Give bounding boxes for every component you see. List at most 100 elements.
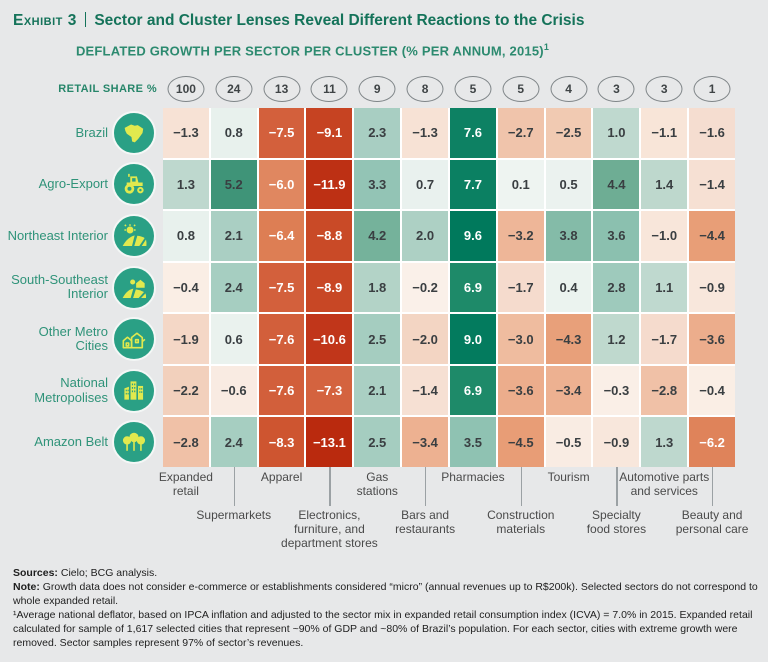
heatmap-cell: −1.6 (689, 108, 735, 158)
heatmap-cell: 1.1 (641, 262, 688, 313)
heatmap-cell: 9.0 (449, 314, 496, 364)
heatmap-cell: −7.5 (258, 262, 305, 313)
heatmap-cell: −3.6 (497, 365, 544, 416)
sector-label-line: Automotive parts (619, 470, 710, 484)
heatmap-cell: 0.6 (210, 314, 257, 364)
brazil-map-icon (118, 117, 150, 149)
cluster-label: National Metropolises (34, 375, 108, 405)
heatmap-cell: −3.2 (497, 211, 544, 261)
sector-label: Supermarkets (182, 508, 286, 523)
retail-share-badge: 4 (550, 76, 588, 102)
heatmap-cell: 2.0 (402, 211, 448, 261)
sector-leader-line (425, 467, 427, 506)
heatmap-cell: −11.9 (306, 159, 353, 210)
heatmap-cell: −2.8 (163, 417, 209, 467)
heatmap-cell: 3.6 (593, 211, 640, 261)
retail-share-badge: 100 (167, 76, 205, 102)
cluster-label: South-Southeast Interior (11, 271, 108, 302)
heatmap-cell: 5.2 (210, 159, 257, 210)
heatmap-cell: 1.3 (641, 417, 688, 467)
heatmap-cell: 0.8 (163, 211, 209, 261)
sector-label: Pharmacies (421, 470, 525, 485)
heatmap-cell: 6.9 (449, 262, 496, 313)
heatmap-cell: 0.5 (545, 159, 592, 210)
heatmap-cell: −6.2 (689, 417, 735, 467)
sector-label: Tourism (517, 470, 621, 485)
skyscraper-icon (112, 368, 156, 413)
sector-leader-line (712, 467, 714, 506)
heatmap-cell: 1.3 (163, 159, 209, 210)
heatmap-cell: −1.0 (641, 211, 688, 261)
sector-label-line: Supermarkets (196, 508, 272, 522)
tractor-icon (112, 162, 156, 207)
cluster-label: Northeast Interior (7, 227, 108, 243)
heatmap-cell: 9.6 (449, 211, 496, 261)
sector-leader-line (233, 467, 235, 506)
heatmap-cell: 0.7 (402, 159, 448, 210)
tractor-icon (118, 168, 150, 200)
heatmap-cell: −1.7 (641, 314, 688, 364)
note-line: Note: Growth data does not consider e-co… (13, 580, 758, 607)
sector-label: Apparel (230, 470, 334, 485)
sun-field-icon (112, 213, 156, 258)
heatmap-cell: −3.4 (402, 417, 448, 467)
sector-label-line: furniture, and (294, 521, 365, 536)
heatmap-cell: 3.5 (449, 417, 496, 467)
retail-share-badge: 8 (406, 76, 444, 102)
heatmap-cell: −3.4 (545, 365, 592, 416)
heatmap-cell: −4.5 (497, 417, 544, 467)
heatmap-cell: −1.9 (163, 314, 209, 364)
title-separator (84, 12, 87, 27)
sector-label-line: Beauty and (681, 508, 743, 522)
heatmap-cell: −1.3 (402, 108, 448, 158)
sector-label-line: Construction (487, 508, 555, 522)
heatmap-cell: −7.6 (258, 365, 305, 416)
retail-share-badge: 24 (215, 76, 253, 102)
heatmap-cell: 3.8 (545, 211, 592, 261)
heatmap-cell: 2.1 (210, 211, 257, 261)
heatmap-cell: −8.9 (306, 262, 353, 313)
heatmap-cell: 2.5 (354, 417, 401, 467)
town-icon (118, 323, 150, 355)
sector-leader-line (520, 467, 522, 506)
sector-label: Construction materials (469, 508, 573, 537)
sector-label-line: food stores (586, 521, 647, 536)
trees-icon (118, 426, 150, 458)
sun-field-icon (118, 220, 150, 252)
brazil-map-icon (112, 110, 156, 155)
heatmap-cell: −3.0 (497, 314, 544, 364)
heatmap-cell: −7.3 (306, 365, 353, 416)
heatmap-cell: 6.9 (449, 365, 496, 416)
heatmap-cell: −3.6 (689, 314, 735, 364)
heatmap-cell: 4.4 (593, 159, 640, 210)
cluster-label: Agro-Export (38, 176, 108, 192)
heatmap-cell: −8.3 (258, 417, 305, 467)
cluster-label: Other Metro Cities (38, 323, 108, 354)
retail-share-badge: 11 (310, 76, 348, 102)
sector-label: Gas stations (325, 470, 429, 499)
heatmap-cell: −13.1 (306, 417, 353, 467)
retail-share-badge: 3 (645, 76, 683, 102)
retail-share-badge: 13 (263, 76, 301, 102)
heatmap-cell: 2.8 (593, 262, 640, 313)
footnote-marker: 1 (543, 42, 550, 52)
heatmap-cell: −7.5 (258, 108, 305, 158)
heatmap-cell: 2.4 (210, 262, 257, 313)
sector-label-line: department stores (281, 535, 378, 550)
heatmap-cell: −0.6 (210, 365, 257, 416)
retail-share-label: RETAIL SHARE % (58, 83, 157, 95)
retail-share-badge: 3 (597, 76, 635, 102)
heatmap-cell: −6.4 (258, 211, 305, 261)
heatmap-cell: −2.2 (163, 365, 209, 416)
sector-leader-line (616, 467, 618, 506)
heatmap-cell: −0.9 (689, 262, 735, 313)
heatmap-cell: −0.2 (402, 262, 448, 313)
heatmap-cell: −0.5 (545, 417, 592, 467)
retail-share-badge: 5 (454, 76, 492, 102)
cluster-label: Amazon Belt (34, 433, 108, 449)
heatmap-cell: 0.1 (497, 159, 544, 210)
sector-label-line: restaurants (395, 521, 456, 536)
heatmap-cell: 3.3 (354, 159, 401, 210)
sector-label: Electronics, furniture, and department sto… (277, 508, 381, 550)
